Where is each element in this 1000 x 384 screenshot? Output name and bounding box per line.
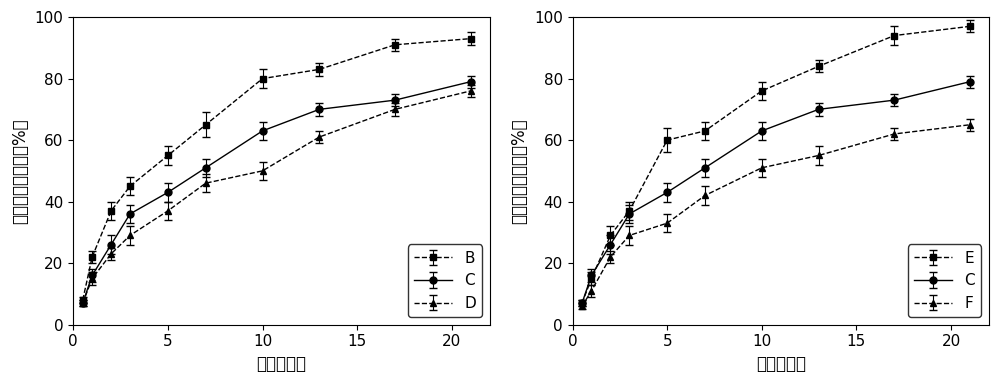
X-axis label: 时间（天）: 时间（天）	[256, 355, 306, 373]
Legend: E, C, F: E, C, F	[908, 245, 981, 317]
Y-axis label: 叶酸累积释放率（%）: 叶酸累积释放率（%）	[510, 118, 528, 223]
Legend: B, C, D: B, C, D	[408, 245, 482, 317]
Y-axis label: 叶酸累积释放率（%）: 叶酸累积释放率（%）	[11, 118, 29, 223]
X-axis label: 时间（天）: 时间（天）	[756, 355, 806, 373]
